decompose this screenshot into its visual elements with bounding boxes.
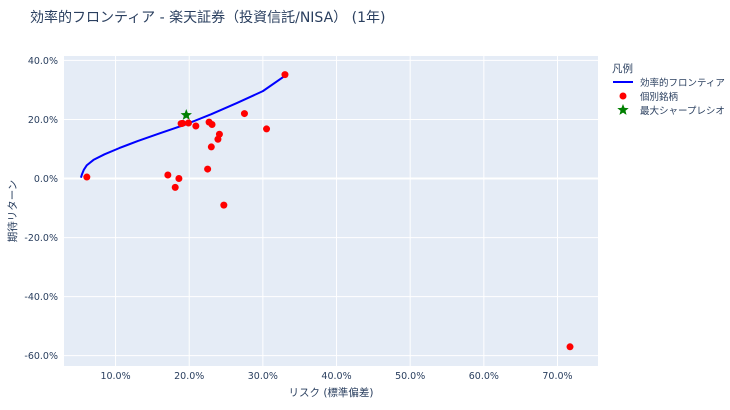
legend-label-frontier: 効率的フロンティア [640, 77, 725, 89]
max-sharpe-star [180, 109, 192, 120]
legend-dot-swatch [619, 92, 627, 100]
legend-title: 凡例 [612, 62, 633, 75]
stock-point [83, 173, 91, 181]
plot-area [64, 56, 598, 366]
stock-point [208, 120, 216, 128]
stock-point [566, 343, 574, 351]
legend-item-stocks[interactable]: 個別銘柄 [619, 91, 679, 103]
stock-point [175, 175, 183, 183]
y-tick-label: -60.0% [24, 351, 58, 362]
x-tick-label: 70.0% [542, 371, 572, 382]
x-tick-label: 10.0% [100, 371, 130, 382]
legend-star-swatch [617, 104, 629, 115]
y-axis-title: 期待リターン [6, 180, 19, 242]
y-tick-label: -40.0% [24, 292, 58, 303]
legend-label-stocks: 個別銘柄 [640, 91, 678, 103]
y-tick-label: -20.0% [24, 233, 58, 244]
x-tick-label: 50.0% [395, 371, 425, 382]
stock-point [192, 122, 200, 130]
legend-item-frontier[interactable]: 効率的フロンティア [613, 77, 725, 89]
stock-point [164, 171, 172, 179]
stock-point [215, 130, 223, 138]
x-axis-title: リスク (標準偏差) [288, 386, 373, 399]
legend-item-max-sharpe[interactable]: 最大シャープレシオ [617, 104, 725, 117]
stock-point [281, 71, 289, 79]
x-tick-label: 60.0% [469, 371, 499, 382]
y-tick-label: 40.0% [28, 56, 58, 67]
legend-label-max-sharpe: 最大シャープレシオ [640, 105, 725, 117]
x-axis-ticks: 10.0% 20.0% 30.0% 40.0% 50.0% 60.0% 70.0% [100, 371, 572, 382]
stock-point [220, 201, 228, 209]
y-axis-ticks: -60.0% -40.0% -20.0% 0.0% 20.0% 40.0% [24, 56, 58, 362]
stock-point [263, 125, 271, 133]
efficient-frontier-line [79, 74, 286, 178]
gridlines [64, 56, 598, 366]
stock-point [179, 119, 187, 127]
y-tick-label: 20.0% [28, 115, 58, 126]
stock-point [240, 110, 248, 118]
series-layer [79, 71, 574, 351]
x-tick-label: 40.0% [321, 371, 351, 382]
stock-point [171, 183, 179, 191]
chart-title: 効率的フロンティア - 楽天証券（投資信託/NISA） (1年) [30, 9, 385, 26]
stock-point [207, 143, 215, 151]
y-tick-label: 0.0% [34, 174, 58, 185]
legend[interactable]: 凡例 効率的フロンティア 個別銘柄 最大シャープレシオ [612, 62, 725, 117]
stock-point [184, 119, 192, 127]
x-tick-label: 30.0% [248, 371, 278, 382]
x-tick-label: 20.0% [174, 371, 204, 382]
stock-point [204, 165, 212, 173]
